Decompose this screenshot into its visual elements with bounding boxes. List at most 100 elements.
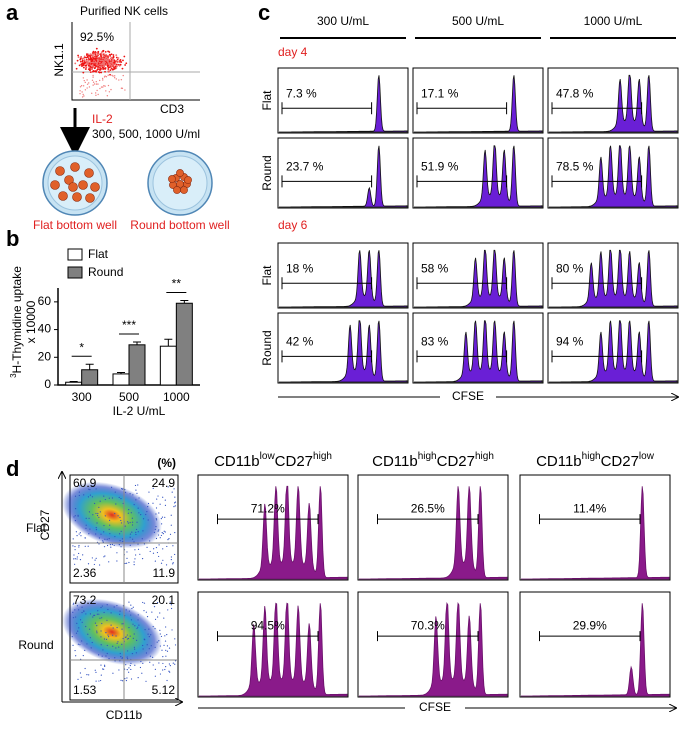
gate-percent: 29.9% [573,618,607,632]
density-dot [130,512,132,514]
gate-bracket [539,631,641,642]
cell-dot [76,59,79,62]
cell-dot [106,57,109,60]
density-dot [174,638,176,640]
density-dot [124,525,126,527]
cell-dot [96,68,99,71]
cell-dot [86,63,89,65]
column-header: CD11bhighCD27low [536,451,655,470]
density-dot [156,498,158,500]
density-dot [119,533,121,535]
density-dot [102,540,104,542]
density-dot [96,632,98,634]
cell-dot [101,57,104,60]
density-dot [139,666,142,669]
density-dot [162,533,164,535]
cell-dot [98,79,101,82]
bar [112,373,130,386]
axis [71,22,200,101]
histogram [414,249,543,308]
header-part: CD11b [214,453,260,470]
cell [180,186,188,194]
cell-dot [101,77,104,80]
cell [184,176,192,184]
cell-dot [108,58,110,61]
histogram [549,249,678,308]
row-label: Flat [260,90,274,111]
cell-dot [100,65,103,68]
density-dot [100,664,102,666]
cell-dot [95,94,97,97]
cell-dot [107,84,110,87]
density-dot [114,491,116,493]
density-dot [134,664,136,666]
cell-dot [88,54,91,57]
density-dot [162,548,164,550]
density-dot [74,508,77,510]
cell-dot [115,78,118,80]
cell-dot [86,79,88,81]
density-dot [127,637,130,640]
cell-dot [86,83,89,85]
density-dot [171,629,173,631]
density-dot [154,668,156,671]
cell-dot [122,74,124,77]
density-dot [109,524,111,526]
cell-dot [100,86,103,88]
cell-dot [104,70,106,73]
density-dot [87,496,90,498]
density-dot [96,514,99,517]
density-dot [126,638,128,640]
density-dot [165,649,167,651]
label-bg [405,698,465,718]
cell-dot [99,87,101,90]
gate-percent: 58 % [421,261,449,275]
density-dot [116,642,118,644]
cell-dot [82,85,85,87]
cell-dot [94,92,97,94]
density-dot [99,564,101,566]
cell [84,168,94,178]
hist-frame [519,474,671,581]
gate-bracket [551,175,643,188]
density-dot [156,602,159,604]
density-dot [131,531,133,533]
cell-dot [79,58,82,61]
y-tick-label: 0 [44,377,51,391]
density-dot [74,609,76,611]
density-dot [159,645,161,647]
cell-dot [89,71,92,74]
cell-dot [124,89,126,91]
density-dot [135,533,137,536]
histogram [521,603,670,697]
cell [90,182,100,192]
cell-dot [77,56,80,59]
cell-dot [97,56,100,59]
cell-dot [109,55,112,58]
density-dot [131,524,134,526]
cell-dot [95,47,98,50]
quadrant-value: 1.53 [73,683,97,697]
density-dot [135,554,137,556]
cell-dot [79,56,82,59]
density-dot [128,626,130,629]
density-dot [136,492,138,494]
cell-dot [95,70,97,73]
density-dot [103,664,106,666]
density-dot [94,669,96,671]
density-dot [136,627,138,630]
cell-dot [110,88,112,91]
density-dot [159,612,161,614]
cell-dot [111,74,113,76]
gate-bracket [551,350,643,363]
cell-dot [102,79,104,81]
density-dot [155,519,158,521]
cell-dot [92,84,94,86]
density-dot [144,629,146,631]
cell-dot [87,82,90,84]
cell-dot [109,59,112,62]
density-dot [104,498,106,501]
density-dot [160,635,163,638]
density-dot [137,619,139,621]
density-dot [113,606,115,608]
